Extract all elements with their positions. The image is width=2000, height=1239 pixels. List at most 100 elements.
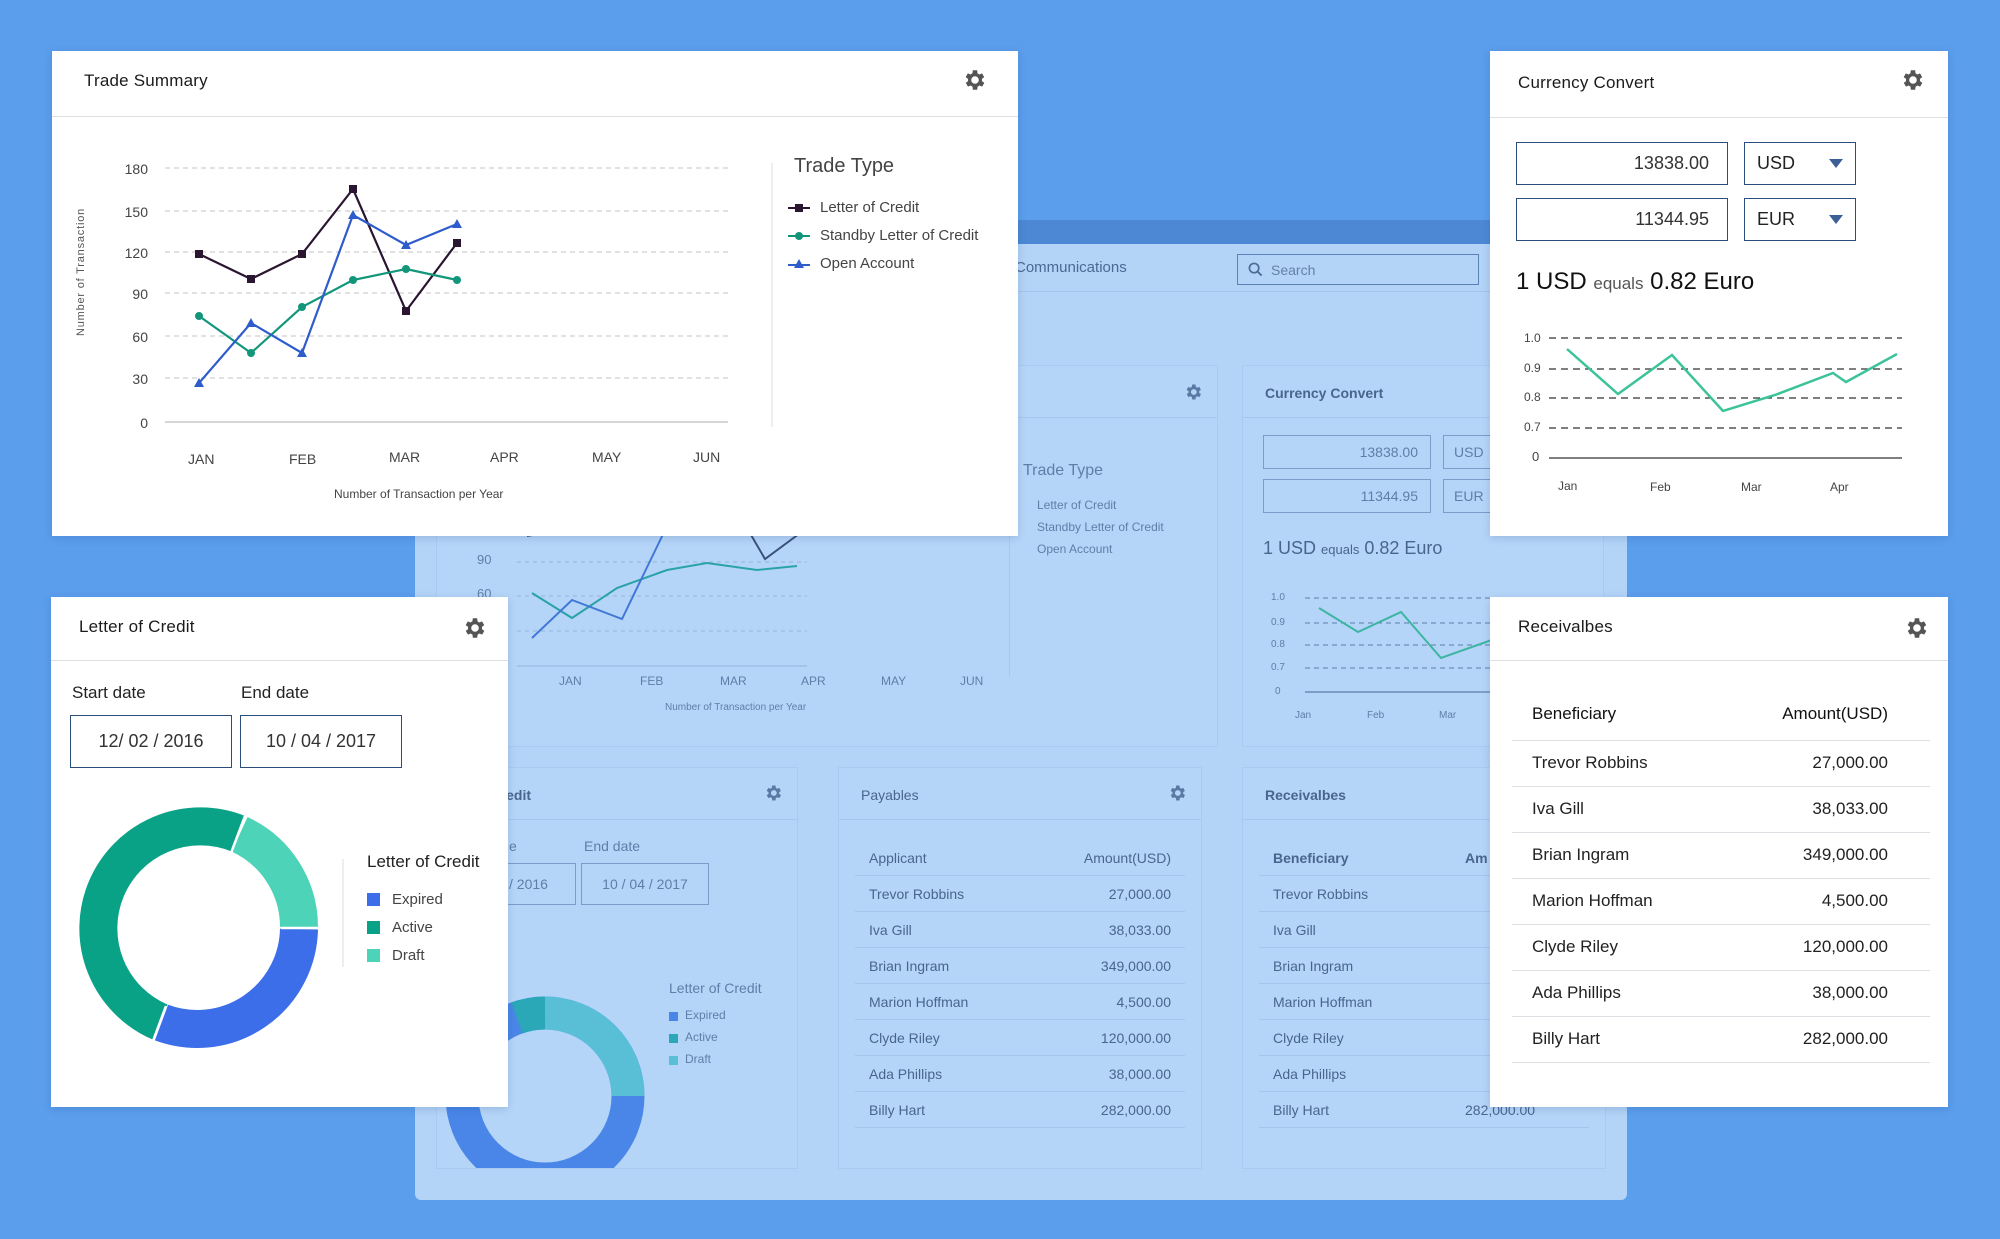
table-row: Marion Hoffman (1259, 984, 1589, 1020)
table-row[interactable]: Iva Gill 38,033.00 (1512, 786, 1930, 833)
bg-amount-to[interactable]: 11344.95 (1263, 479, 1431, 513)
gear-icon[interactable] (1904, 615, 1930, 641)
amount-to-input[interactable]: 11344.95 (1516, 198, 1728, 241)
table-row: Trevor Robbins 27,000.00 (855, 876, 1185, 912)
amount-from-input[interactable]: 13838.00 (1516, 142, 1728, 185)
y-tick: 180 (124, 161, 148, 177)
x-tick: Apr (1830, 480, 1849, 494)
table-row: Iva Gill 38,033.00 (855, 912, 1185, 948)
table-row: Marion Hoffman 4,500.00 (855, 984, 1185, 1020)
square-marker-icon (788, 203, 810, 212)
table-row[interactable]: Billy Hart 282,000.00 (1512, 1016, 1930, 1063)
exchange-rate-chart (1549, 337, 1902, 459)
circle-marker-icon (788, 231, 810, 240)
amount: 349,000.00 (1715, 832, 1930, 879)
table-row[interactable]: Clyde Riley 120,000.00 (1512, 924, 1930, 971)
card-title: Receivalbes (1518, 617, 1613, 636)
x-tick: JAN (188, 451, 215, 467)
bg-legend-title: Trade Type (1023, 462, 1104, 479)
bg-x-tick: JUN (960, 674, 984, 688)
bg-legend-item: Open Account (1037, 542, 1113, 556)
bg-x-tick: JAN (559, 674, 582, 688)
bg-x-tick: MAY (881, 674, 907, 688)
bg-y-tick: 90 (477, 552, 492, 567)
table-row: Brian Ingram (1259, 948, 1589, 984)
gear-icon[interactable] (462, 615, 488, 641)
table-row: Brian Ingram 349,000.00 (855, 948, 1185, 984)
amount: 27,000.00 (1715, 740, 1930, 787)
gear-icon[interactable] (763, 783, 783, 803)
card-title: Currency Convert (1518, 73, 1655, 92)
bg-amount-from[interactable]: 13838.00 (1263, 435, 1431, 469)
table-row: Trevor Robbins (1259, 876, 1589, 912)
bg-legend-swatch (669, 1056, 678, 1065)
legend-item-draft[interactable]: Draft (367, 947, 425, 964)
gear-icon[interactable] (1167, 783, 1187, 803)
currency-from-select[interactable]: USD (1744, 142, 1856, 185)
table-row: Ada Phillips 38,000.00 (855, 1056, 1185, 1092)
gear-icon[interactable] (1900, 67, 1926, 93)
letter-of-credit-card: Letter of Credit Start date End date 12/… (51, 597, 508, 1107)
bg-payables-card: Payables Applicant Amount(USD) Trevor Rob… (839, 768, 1201, 1168)
gear-icon[interactable] (1183, 382, 1203, 402)
letter-of-credit-donut-chart (79, 807, 344, 1048)
end-date-label: End date (241, 683, 310, 702)
beneficiary-name: Marion Hoffman (1512, 878, 1716, 925)
table-row: Clyde Riley 120,000.00 (855, 1020, 1185, 1056)
card-title: Trade Summary (84, 71, 208, 90)
bg-legend-swatch (669, 1012, 678, 1021)
bg-nav-item-communications[interactable]: Communications (1015, 259, 1127, 276)
amount: 38,000.00 (1715, 970, 1930, 1017)
legend-item-letter-of-credit[interactable]: Letter of Credit (788, 199, 919, 216)
bg-nav-bar: Communications Search (415, 244, 1627, 292)
table-row: Billy Hart 282,000.00 (855, 1092, 1185, 1128)
beneficiary-name: Brian Ingram (1512, 832, 1716, 879)
bg-search-input[interactable]: Search (1237, 254, 1479, 285)
table-row[interactable]: Trevor Robbins 27,000.00 (1512, 740, 1930, 787)
currency-to-select[interactable]: EUR (1744, 198, 1856, 241)
bg-rate-text: 1 USD equals 0.82 Euro (1263, 538, 1443, 558)
y-tick: 30 (132, 371, 148, 387)
end-date-input[interactable]: 10 / 04 / 2017 (240, 715, 402, 768)
gear-icon[interactable] (962, 67, 988, 93)
y-tick: 0.9 (1524, 361, 1541, 375)
currency-convert-card: Currency Convert 13838.00 USD 11344.95 E… (1490, 51, 1948, 536)
trade-summary-card: Trade Summary Number of Transaction 180 … (52, 51, 1018, 536)
start-date-input[interactable]: 12/ 02 / 2016 (70, 715, 232, 768)
legend-item-open-account[interactable]: Open Account (788, 255, 914, 272)
draft-swatch (367, 949, 380, 962)
legend-item-standby-letter-of-credit[interactable]: Standby Letter of Credit (788, 227, 978, 244)
bg-x-axis-label: Number of Transaction per Year (665, 702, 807, 713)
amount: 38,033.00 (1715, 786, 1930, 833)
legend-item-active[interactable]: Active (367, 919, 433, 936)
y-tick: 0 (140, 415, 148, 431)
table-row[interactable]: Marion Hoffman 4,500.00 (1512, 878, 1930, 925)
bg-x-tick: FEB (640, 674, 664, 688)
bg-legend-item: Letter of Credit (1037, 498, 1117, 512)
bg-payables-header: Applicant Amount(USD) (855, 840, 1185, 876)
y-tick: 0.7 (1524, 420, 1541, 434)
beneficiary-name: Ada Phillips (1512, 970, 1716, 1017)
y-tick: 60 (132, 329, 148, 345)
legend-item-expired[interactable]: Expired (367, 891, 443, 908)
beneficiary-name: Clyde Riley (1512, 924, 1716, 971)
beneficiary-name: Trevor Robbins (1512, 740, 1716, 787)
y-tick: 150 (124, 204, 148, 220)
y-tick: 0.8 (1524, 390, 1541, 404)
x-tick: MAY (592, 449, 622, 465)
exchange-rate-text: 1 USD equals 0.82 Euro (1516, 268, 1755, 295)
bg-legend-swatch (669, 1034, 678, 1043)
receivables-card: Receivalbes Beneficiary Amount(USD) Trev… (1490, 597, 1948, 1107)
table-row[interactable]: Brian Ingram 349,000.00 (1512, 832, 1930, 879)
start-date-label: Start date (72, 683, 146, 702)
column-header-beneficiary[interactable]: Beneficiary (1512, 688, 1716, 741)
bg-receivables-header: Beneficiary Am (1259, 840, 1589, 876)
x-tick: JUN (693, 449, 721, 465)
table-row[interactable]: Ada Phillips 38,000.00 (1512, 970, 1930, 1017)
column-header-amount[interactable]: Amount(USD) (1715, 688, 1930, 741)
expired-swatch (367, 893, 380, 906)
y-tick: 1.0 (1524, 331, 1541, 345)
dropdown-arrow-icon (1829, 215, 1843, 224)
y-tick: 120 (124, 245, 148, 261)
bg-end-date[interactable]: 10 / 04 / 2017 (581, 863, 709, 905)
